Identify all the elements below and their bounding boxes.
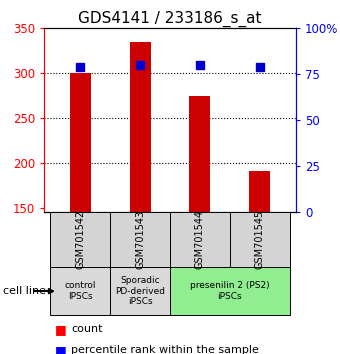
- Text: GSM701544: GSM701544: [195, 210, 205, 269]
- Text: count: count: [71, 324, 103, 334]
- Text: presenilin 2 (PS2)
iPSCs: presenilin 2 (PS2) iPSCs: [190, 281, 270, 301]
- Text: cell line: cell line: [3, 286, 46, 296]
- Bar: [249, 171, 270, 212]
- Text: percentile rank within the sample: percentile rank within the sample: [71, 346, 259, 354]
- Text: Sporadic
PD-derived
iPSCs: Sporadic PD-derived iPSCs: [115, 276, 165, 306]
- Text: GSM701543: GSM701543: [135, 210, 145, 269]
- Title: GDS4141 / 233186_s_at: GDS4141 / 233186_s_at: [78, 11, 262, 27]
- Text: GSM701542: GSM701542: [75, 210, 85, 269]
- Text: ■: ■: [54, 344, 66, 354]
- Bar: [130, 42, 151, 212]
- Text: ■: ■: [54, 323, 66, 336]
- Bar: [70, 73, 91, 212]
- Text: control
IPSCs: control IPSCs: [64, 281, 96, 301]
- Text: GSM701545: GSM701545: [255, 210, 265, 269]
- Bar: [189, 96, 210, 212]
